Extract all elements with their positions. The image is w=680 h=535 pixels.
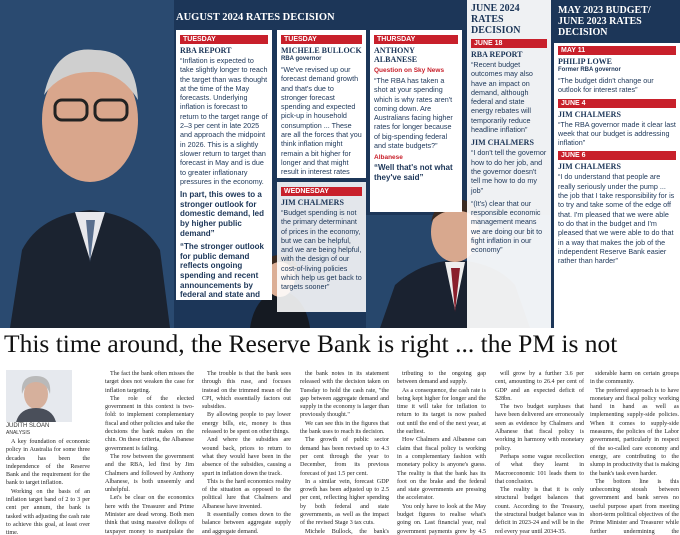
paragraph: You only have to look at the May budget … [397,503,486,535]
quote: “I do understand that people are really … [558,172,675,266]
text-column: the bank notes in its statement released… [300,370,389,535]
text-column: tributing to the ongoing gap between dem… [397,370,486,535]
paragraph: In a similar vein, forecast GDP growth h… [300,478,389,527]
author-photo [6,370,72,422]
jacket [16,408,56,422]
paragraph: Perhaps some vague recollection of what … [495,453,584,485]
day: THURSDAY [374,35,458,44]
name: JIM CHALMERS [558,109,621,119]
paragraph: The two budget surpluses that have been … [495,404,584,452]
text-column: will grow by a further 3.6 per cent, amo… [495,370,584,535]
name: JIM CHALMERS [281,198,344,207]
paragraph: Michele Bullock, the bank's governor, ex… [305,528,389,535]
paragraph: siderable harm on certain groups in the … [590,371,679,386]
paragraph: A key foundation of economic policy in A… [6,439,90,487]
day: JUNE 4 [558,98,676,108]
text-column: The trouble is that the bank sees throug… [202,370,291,535]
paragraph: The preferred approach is to have moneta… [590,387,679,477]
paragraph: By allowing people to pay lower energy b… [202,412,291,436]
quote-card: TUESDAY MICHELE BULLOCK RBA governor “We've… [277,30,366,178]
quote: “Inflation is expected to take slightly … [180,56,268,186]
quote: “The RBA governor made it clear last wee… [558,119,676,148]
quote: “(It's) clear that our responsible econo… [471,198,543,255]
name: RBA REPORT [180,46,232,55]
paragraph: Let's be clear on the economics here wit… [105,495,194,535]
paragraph: will grow by a further 3.6 per cent, amo… [495,371,584,402]
quote-card: THURSDAY ANTHONY ALBANESE Question on Sky … [370,30,462,212]
tie [451,268,460,312]
quote: “The stronger outlook for public demand … [180,242,267,300]
paragraph: The trouble is that the bank sees throug… [202,371,291,411]
text-column: A key foundation of economic policy in A… [6,438,90,535]
face [24,379,48,409]
paragraph: The reality is that it is only structura… [495,487,584,535]
quote-graphic: AUGUST 2024 RATES DECISION TUESDAY RBA RE… [0,0,680,328]
label: Question on Sky News [374,67,445,74]
day: MAY 11 [558,46,676,55]
quote: In part, this owes to a stronger outlook… [180,190,265,238]
quote: “Well that's not what they've said” [374,163,453,182]
paragraph: the bank notes in its statement released… [300,371,389,419]
text-column: siderable harm on certain groups in the … [590,370,679,535]
day: JUNE 6 [558,151,676,161]
headline: This time around, the Reserve Bank is ri… [4,329,618,358]
tie [86,220,95,262]
paragraph: The row between the government and the R… [105,453,194,494]
paragraph: The role of the elected government in th… [105,395,194,452]
quote-card: TUESDAY RBA REPORT “Inflation is expected … [176,30,272,300]
day: TUESDAY [180,35,268,44]
quote: “The RBA has taken a shot at your spendi… [374,76,453,151]
paragraph: The fact the bank often misses the targe… [105,371,194,394]
heading: MAY 2023 BUDGET/ JUNE 2023 RATES DECISIO… [554,0,680,43]
paragraph: The bottom line is this unbecoming stous… [590,478,679,535]
paragraph: It essentially comes down to the balance… [202,512,291,535]
paragraph: tributing to the ongoing gap between dem… [397,371,486,386]
paragraph: And where the subsidies are wound back, … [202,437,291,477]
quote: “We've revised up our forecast demand gr… [281,65,362,178]
section-heading: AUGUST 2024 RATES DECISION [176,12,335,23]
paragraph: Working on the basis of an inflation tar… [6,488,90,535]
role: RBA governor [281,56,322,62]
paragraph: How Chalmers and Albanese can claim that… [397,437,486,502]
hair [21,376,51,394]
name: JIM CHALMERS [558,162,621,172]
day: TUESDAY [281,35,362,44]
paragraph: As a consequence, the cash rate is being… [397,387,486,436]
quote-card: JUNE 2024 RATES DECISION JUNE 18 RBA REPOR… [467,0,551,328]
quote: “Recent budget outcomes may also have an… [471,60,533,135]
paragraph: This is the hard economics reality of th… [202,478,291,510]
name: RBA REPORT [471,50,523,59]
text-column: The fact the bank often misses the targe… [105,370,194,535]
author-role: ANALYSIS [6,430,31,436]
quote: “Budget spending is not the primary dete… [281,208,362,292]
name: ANTHONY ALBANESE [374,46,418,64]
role: Former RBA governor [558,67,621,73]
quote-card: WEDNESDAY JIM CHALMERS “Budget spending is… [277,182,366,312]
paragraph: The growth of public sector demand has b… [300,437,389,477]
quote: “The budget didn't change our outlook fo… [558,76,654,95]
day: WEDNESDAY [281,187,362,196]
label: Albanese [374,154,403,162]
face [42,58,138,182]
day: JUNE 18 [471,39,547,48]
glasses [93,98,129,122]
paragraph: We can see this in the figures that the … [300,420,389,436]
name: PHILIP LOWE [558,57,613,66]
name: JIM CHALMERS [471,138,534,148]
heading: JUNE 2024 RATES DECISION [471,3,521,36]
name: MICHELE BULLOCK [281,46,362,55]
author: JUDITH SLOAN [6,423,50,429]
suit [10,210,170,328]
glasses [53,98,89,122]
quote: “I don't tell the governor how to do her… [471,148,547,195]
hair [44,49,138,100]
quote-card: MAY 2023 BUDGET/ JUNE 2023 RATES DECISIO… [554,0,680,328]
